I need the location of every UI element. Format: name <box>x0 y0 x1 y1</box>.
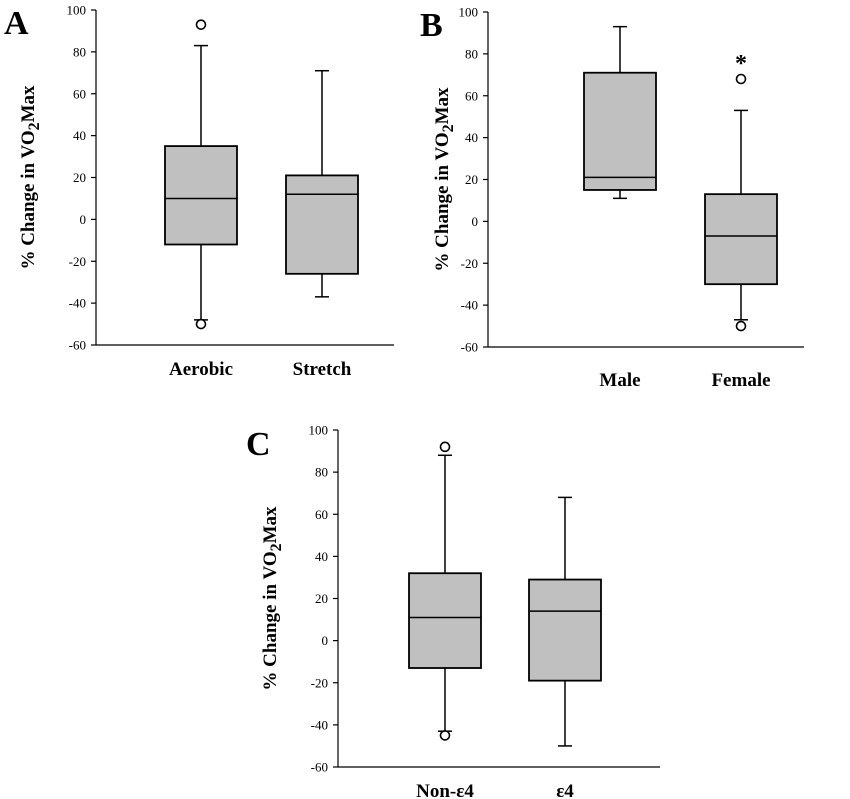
y-axis-label: % Change in VO2Max <box>18 85 43 270</box>
outlier-point <box>195 19 207 30</box>
y-tick-label: 0 <box>80 212 87 227</box>
panel-c: C -60 -40 -20 0 20 40 60 80 100 % Change in VO2Max… <box>246 423 660 799</box>
y-tick-label: -40 <box>461 298 478 313</box>
box-0 <box>164 19 238 330</box>
x-category-label: Non-ε4 <box>416 781 474 799</box>
y-tick-label: 80 <box>73 44 86 59</box>
y-tick-label: 60 <box>73 86 86 101</box>
y-tick-label: 60 <box>465 88 478 103</box>
outlier-point <box>735 320 747 332</box>
y-tick-label: -40 <box>311 717 328 732</box>
y-tick-label: 60 <box>315 507 328 522</box>
x-category-label: Aerobic <box>169 359 233 380</box>
y-tick-label: -20 <box>69 254 86 269</box>
y-tick-label: -40 <box>69 296 86 311</box>
y-tick-label: 100 <box>459 5 479 20</box>
outlier-point <box>439 730 451 741</box>
y-tick-label: 40 <box>465 130 478 145</box>
y-tick-label: -60 <box>461 340 478 355</box>
x-category-label: Female <box>711 370 770 391</box>
outlier-point <box>439 441 451 453</box>
y-tick-label: -20 <box>311 675 328 690</box>
box-iqr <box>528 578 602 682</box>
box-iqr <box>583 71 657 191</box>
y-tick-label: -60 <box>311 760 328 775</box>
y-tick-label: -20 <box>461 256 478 271</box>
y-axis-label: % Change in VO2Max <box>432 87 457 272</box>
y-tick-label: 80 <box>465 46 478 61</box>
x-category-label: Stretch <box>293 359 352 380</box>
y-tick-label: 80 <box>315 465 328 480</box>
outlier-point <box>195 318 207 330</box>
panel-letter: C <box>246 426 271 463</box>
panel-b: B -60 -40 -20 0 20 40 60 80 100 % Change in VO2Max… <box>420 5 804 391</box>
box-1: * <box>704 51 778 332</box>
y-tick-label: 100 <box>309 423 329 438</box>
y-tick-label: 0 <box>322 633 329 648</box>
box-iqr <box>285 174 359 275</box>
box-1 <box>285 69 359 298</box>
box-1 <box>528 496 602 747</box>
box-iqr <box>704 193 778 286</box>
panel-a: A -60 -40 -20 0 20 40 60 80 100 % Change in VO2Max… <box>4 3 394 380</box>
box-0 <box>408 441 482 741</box>
y-tick-label: 20 <box>73 170 86 185</box>
box-0 <box>583 25 657 200</box>
y-axis-label: % Change in VO2Max <box>260 506 285 691</box>
y-tick-label: 100 <box>67 3 87 18</box>
y-tick-label: 0 <box>472 214 479 229</box>
significance-annotation: * <box>735 51 747 77</box>
panel-letter: A <box>4 5 29 42</box>
box-iqr <box>408 572 482 669</box>
y-tick-label: 40 <box>315 549 328 564</box>
x-category-label: ε4 <box>556 781 574 799</box>
x-category-label: Male <box>599 370 640 391</box>
y-tick-label: 20 <box>465 172 478 187</box>
y-tick-label: -60 <box>69 338 86 353</box>
box-iqr <box>164 145 238 246</box>
outlier-point <box>735 73 747 85</box>
panel-letter: B <box>420 7 443 44</box>
y-tick-label: 40 <box>73 128 86 143</box>
y-tick-label: 20 <box>315 591 328 606</box>
